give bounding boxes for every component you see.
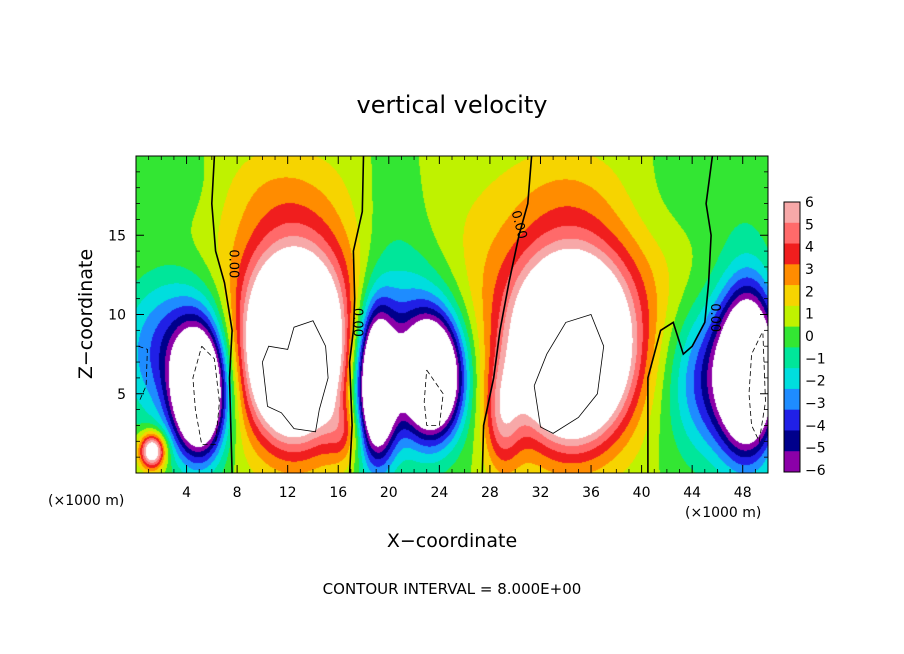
x-tick-label: 28: [481, 485, 499, 501]
colorbar-swatch: [784, 326, 800, 348]
x-tick-label: 44: [683, 485, 701, 501]
colorbar-swatch: [784, 409, 800, 431]
x-tick-label: 20: [380, 485, 398, 501]
positive-contour-2: [533, 314, 605, 434]
colorbar-label: −2: [805, 374, 826, 390]
colorbar-label: −1: [805, 351, 826, 367]
negative-contour-3: [748, 333, 766, 443]
colorbar-swatch: [784, 222, 800, 245]
colorbar-label: −4: [805, 418, 826, 434]
colorbar-label: 0: [805, 329, 814, 345]
y-tick-label: 10: [108, 308, 126, 324]
colorbar-swatch: [784, 430, 800, 452]
y-tick-label: 5: [117, 387, 126, 403]
colorbar-swatch: [784, 347, 800, 369]
x-tick-label: 48: [734, 485, 752, 501]
colorbar-swatch: [784, 305, 800, 328]
contour-labels: 0.00 0.00 0.00 0.00: [226, 209, 723, 337]
contour-label-4: 0.00: [707, 303, 722, 332]
colorbar-label: 3: [805, 262, 814, 278]
colorbar-label: 6: [805, 195, 814, 211]
x-tick-label: 8: [233, 485, 242, 501]
colorbar-swatch: [784, 451, 800, 473]
colorbar-swatch: [784, 285, 800, 307]
y-axis-label: Z−coordinate: [75, 249, 97, 379]
x-tick-label: 24: [430, 485, 448, 501]
zero-contour-1: [210, 156, 233, 473]
y-tick-label: 15: [108, 228, 126, 244]
negative-contour-1: [192, 345, 220, 445]
x-unit-note: (×1000 m): [685, 505, 761, 521]
x-tick-label: 32: [532, 485, 550, 501]
contour-label-3: 0.00: [508, 209, 530, 241]
y-axis: 5 10 15: [108, 171, 768, 458]
colorbar: 6 5 4 3 2 1 0 −1 −2 −3 −4 −5 −6: [783, 195, 826, 479]
contour-lines: [138, 156, 766, 473]
contour-label-1: 0.00: [226, 249, 241, 278]
colorbar-swatch: [784, 264, 800, 286]
colorbar-label: 5: [805, 217, 814, 233]
x-tick-label: 16: [329, 485, 347, 501]
zero-contour-2: [348, 156, 365, 473]
zero-contour-3: [481, 156, 533, 473]
positive-contour-1: [262, 320, 329, 433]
colorbar-label: −3: [805, 396, 826, 412]
colorbar-swatch: [784, 388, 800, 411]
contour-interval-note: CONTOUR INTERVAL = 8.000E+00: [323, 580, 582, 598]
colorbar-label: 1: [805, 307, 814, 323]
x-tick-label: 12: [279, 485, 297, 501]
contour-label-2: 0.00: [349, 308, 364, 337]
negative-contour-4: [423, 369, 444, 426]
colorbar-label: 2: [805, 284, 814, 300]
colorbar-swatch: [784, 202, 800, 224]
x-axis: 4 8 12 16 20 24 28 32 36 40 44 48: [148, 156, 756, 501]
negative-contour-2: [138, 345, 148, 401]
chart-title: vertical velocity: [357, 91, 548, 119]
heatmap-field: [136, 156, 768, 473]
x-tick-label: 36: [582, 485, 600, 501]
x-axis-label: X−coordinate: [387, 530, 517, 552]
colorbar-label: −5: [805, 441, 826, 457]
colorbar-frame: [783, 201, 801, 473]
colorbar-swatch: [784, 243, 800, 265]
zero-contour-4: [647, 156, 714, 473]
colorbar-label: −6: [805, 463, 826, 479]
colorbar-swatch: [784, 368, 800, 390]
plot-area: 0.00 0.00 0.00 0.00: [135, 155, 769, 474]
x-tick-label: 4: [182, 485, 191, 501]
y-unit-note: (×1000 m): [48, 493, 124, 509]
colorbar-label: 4: [805, 240, 814, 256]
x-tick-label: 40: [633, 485, 651, 501]
